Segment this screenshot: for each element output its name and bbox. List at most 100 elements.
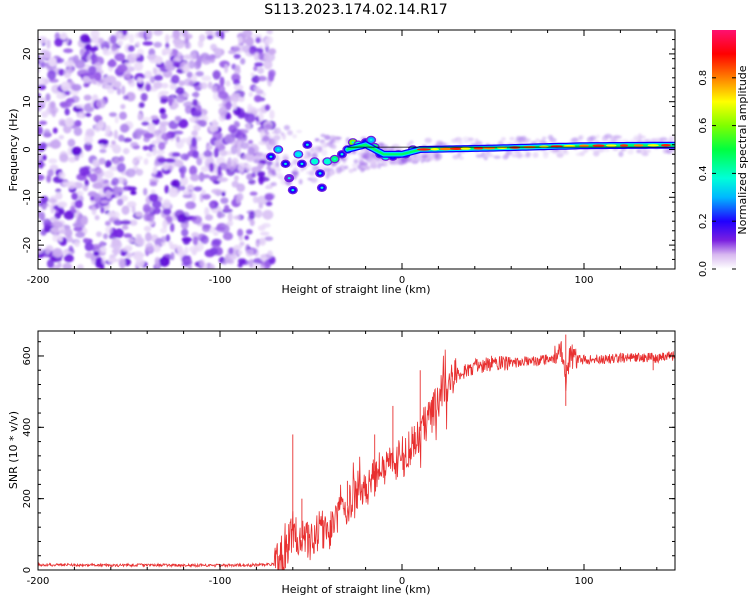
snr-panel: -200 -100 0 100 0 200 400 600 Height of straigh… [7,330,676,596]
noise-blob [107,258,116,264]
noise-blob [78,113,83,119]
noise-blob [94,215,100,221]
noise-blob [248,211,256,220]
noise-blob [137,113,143,121]
noise-blob [38,56,45,62]
spectrogram-xlabel: Height of straight line (km) [281,283,430,296]
transition-blob [283,124,291,131]
noise-blob [162,219,168,230]
noise-blob [58,235,63,243]
noise-blob [241,45,250,53]
noise-blob [52,247,63,258]
noise-blob [228,50,237,55]
noise-blob [121,224,129,230]
noise-blob [191,137,197,147]
noise-blob [233,53,241,59]
noise-blob [98,138,109,146]
carrier-halo [612,137,617,144]
noise-blob [134,32,140,39]
noise-blob [100,193,106,199]
noise-blob [92,182,103,189]
noise-blob [147,122,156,133]
noise-blob [50,226,60,234]
noise-blob [245,36,254,47]
transition-blob [321,149,328,157]
noise-blob [180,153,190,161]
noise-blob [100,245,107,254]
carrier-hotspot [647,144,659,147]
noise-blob [264,131,270,136]
transition-blob [308,170,316,176]
noise-blob [256,171,266,177]
noise-blob [154,259,161,269]
noise-blob [130,53,141,58]
colorbar-tick-label: 0.2 [698,213,709,229]
noise-blob [118,134,125,142]
noise-blob [164,33,170,43]
noise-blob [266,160,273,166]
noise-blob [94,71,102,82]
noise-blob [155,149,165,155]
noise-blob [146,30,153,38]
noise-blob [63,48,74,54]
noise-blob [165,215,173,223]
transition-blob [353,159,359,164]
transition-blob [344,165,349,170]
carrier-halo [618,151,624,157]
noise-blob [220,30,225,40]
noise-blob [188,116,197,123]
carrier-halo [483,153,491,158]
noise-blob [188,60,195,69]
noise-blob [253,51,260,62]
noise-blob [153,207,162,215]
noise-blob [164,59,174,68]
feature-center [276,148,280,151]
carrier-halo [571,137,579,143]
noise-blob [223,204,230,212]
carrier-halo [575,152,583,157]
noise-blob [42,154,47,161]
carrier-halo [458,156,464,160]
spec-xtick-label: -200 [27,275,50,286]
transition-blob [272,161,276,167]
noise-blob [72,54,80,64]
carrier-halo [357,151,364,157]
noise-blob [248,258,254,268]
noise-blob [227,211,233,222]
carrier-halo [390,146,395,150]
noise-blob [196,119,207,126]
noise-blob [134,61,144,72]
carrier-hotspot [633,144,644,147]
noise-blob [82,76,91,83]
noise-blob [38,36,48,44]
noise-blob [233,175,239,182]
noise-blob [266,250,273,259]
noise-blob [249,219,255,227]
noise-blob [205,30,213,36]
carrier-halo [424,137,432,143]
carrier-halo [659,137,668,142]
transition-blob [352,167,358,172]
noise-blob [150,189,156,195]
noise-blob [84,141,93,152]
carrier-halo [502,154,509,160]
carrier-halo [551,149,559,154]
noise-blob [131,159,137,164]
noise-blob [94,193,102,203]
noise-blob [91,243,101,250]
noise-blob [145,242,154,252]
noise-blob [269,109,275,120]
noise-blob [233,79,241,86]
noise-blob [180,171,185,179]
noise-blob [152,166,158,175]
noise-blob [258,176,270,182]
noise-blob [125,168,136,178]
noise-blob [153,30,163,36]
noise-blob [56,57,65,64]
noise-blob [48,56,57,67]
noise-blob [146,152,153,158]
noise-blob [258,140,268,146]
noise-blob [108,112,117,117]
noise-blob [116,162,126,173]
